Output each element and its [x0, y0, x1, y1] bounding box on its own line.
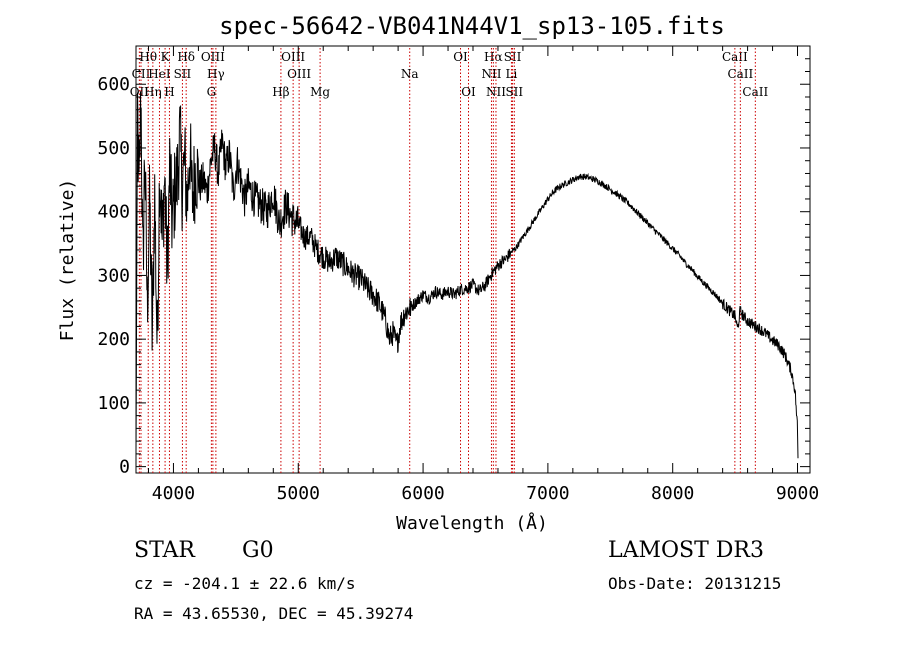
line-label: H: [164, 85, 174, 99]
line-label: OII: [130, 85, 150, 99]
line-label: CII: [132, 67, 151, 81]
object-class: STAR: [134, 538, 195, 563]
y-axis-label: Flux (relative): [57, 179, 78, 342]
line-label: OIII: [201, 50, 225, 64]
line-label: G: [207, 85, 217, 99]
line-label: CaII: [727, 67, 753, 81]
y-tick-label: 400: [97, 202, 130, 223]
line-label: Hβ: [272, 85, 289, 99]
line-label: NII: [481, 67, 501, 81]
spectrum-line: [135, 91, 799, 459]
redshift-velocity: cz = -204.1 ± 22.6 km/s: [134, 574, 356, 593]
y-tick-label: 500: [97, 138, 130, 159]
line-label: Li: [506, 67, 518, 81]
line-label: Hη: [144, 85, 162, 99]
line-label: CaII: [722, 50, 748, 64]
x-axis-label: Wavelength (Å): [396, 512, 548, 534]
line-label: SII: [504, 50, 522, 64]
x-tick-label: 7000: [526, 483, 569, 504]
y-tick-label: 200: [97, 329, 130, 350]
x-tick-label: 9000: [776, 483, 819, 504]
y-tick-label: 600: [97, 74, 130, 95]
line-label: Hα: [484, 50, 503, 64]
line-label: Mg: [310, 85, 330, 99]
observation-date: Obs-Date: 20131215: [608, 574, 782, 593]
y-tick-label: 300: [97, 265, 130, 286]
line-label: Hδ: [177, 50, 195, 64]
survey-name: LAMOST DR3: [608, 538, 764, 563]
x-tick-label: 8000: [651, 483, 694, 504]
chart-title: spec-56642-VB041N44V1_sp13-105.fits: [219, 12, 725, 40]
line-label: SII: [174, 67, 192, 81]
y-tick-label: 100: [97, 393, 130, 414]
line-label: NII: [486, 85, 506, 99]
x-tick-label: 6000: [401, 483, 444, 504]
plot-frame: [135, 45, 811, 474]
object-subclass: G0: [242, 538, 274, 563]
x-tick-label: 4000: [152, 483, 195, 504]
coordinates: RA = 43.65530, DEC = 45.39274: [134, 604, 414, 623]
line-label: Hγ: [207, 67, 225, 81]
line-label: HeI: [148, 67, 171, 81]
line-label: Hθ: [139, 50, 157, 64]
y-tick-label: 0: [119, 457, 130, 478]
line-label: K: [161, 50, 171, 64]
line-label: OI: [453, 50, 468, 64]
line-label: CaII: [742, 85, 768, 99]
line-label: OIII: [281, 50, 305, 64]
line-label: OIII: [287, 67, 311, 81]
x-tick-label: 5000: [277, 483, 320, 504]
line-label: Na: [401, 67, 419, 81]
line-label: OI: [461, 85, 476, 99]
axis-ticks: 4000 5000 6000 7000 8000 9000 0 100 200 300 400 500…: [97, 46, 819, 504]
line-label: SII: [505, 85, 523, 99]
